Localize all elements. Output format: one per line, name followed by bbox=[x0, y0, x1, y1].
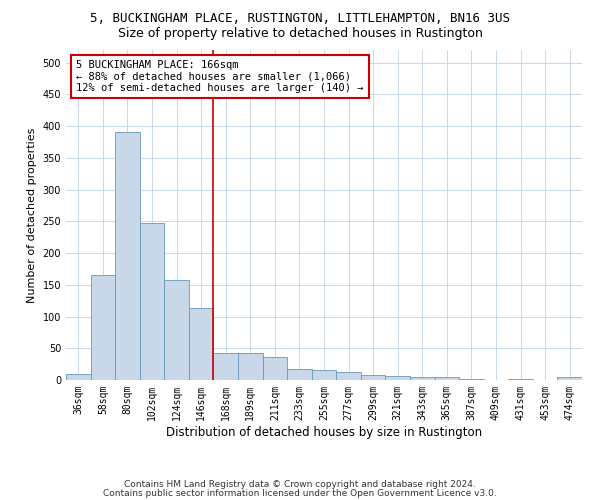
Text: Contains public sector information licensed under the Open Government Licence v3: Contains public sector information licen… bbox=[103, 488, 497, 498]
Bar bbox=[214, 354, 238, 380]
Text: 5 BUCKINGHAM PLACE: 166sqm
← 88% of detached houses are smaller (1,066)
12% of s: 5 BUCKINGHAM PLACE: 166sqm ← 88% of deta… bbox=[76, 60, 364, 93]
Bar bbox=[91, 276, 115, 380]
Bar bbox=[287, 369, 312, 380]
Bar bbox=[189, 308, 214, 380]
Bar bbox=[459, 378, 484, 380]
Bar bbox=[312, 370, 336, 380]
Text: Contains HM Land Registry data © Crown copyright and database right 2024.: Contains HM Land Registry data © Crown c… bbox=[124, 480, 476, 489]
Bar bbox=[164, 280, 189, 380]
Bar bbox=[557, 377, 582, 380]
X-axis label: Distribution of detached houses by size in Rustington: Distribution of detached houses by size … bbox=[166, 426, 482, 438]
Bar bbox=[410, 377, 434, 380]
Bar bbox=[336, 372, 361, 380]
Bar bbox=[385, 376, 410, 380]
Bar bbox=[434, 378, 459, 380]
Bar bbox=[361, 375, 385, 380]
Bar bbox=[140, 223, 164, 380]
Bar bbox=[66, 374, 91, 380]
Text: 5, BUCKINGHAM PLACE, RUSTINGTON, LITTLEHAMPTON, BN16 3US: 5, BUCKINGHAM PLACE, RUSTINGTON, LITTLEH… bbox=[90, 12, 510, 26]
Bar bbox=[263, 356, 287, 380]
Bar bbox=[508, 378, 533, 380]
Bar bbox=[115, 132, 140, 380]
Y-axis label: Number of detached properties: Number of detached properties bbox=[27, 128, 37, 302]
Bar bbox=[238, 354, 263, 380]
Text: Size of property relative to detached houses in Rustington: Size of property relative to detached ho… bbox=[118, 28, 482, 40]
